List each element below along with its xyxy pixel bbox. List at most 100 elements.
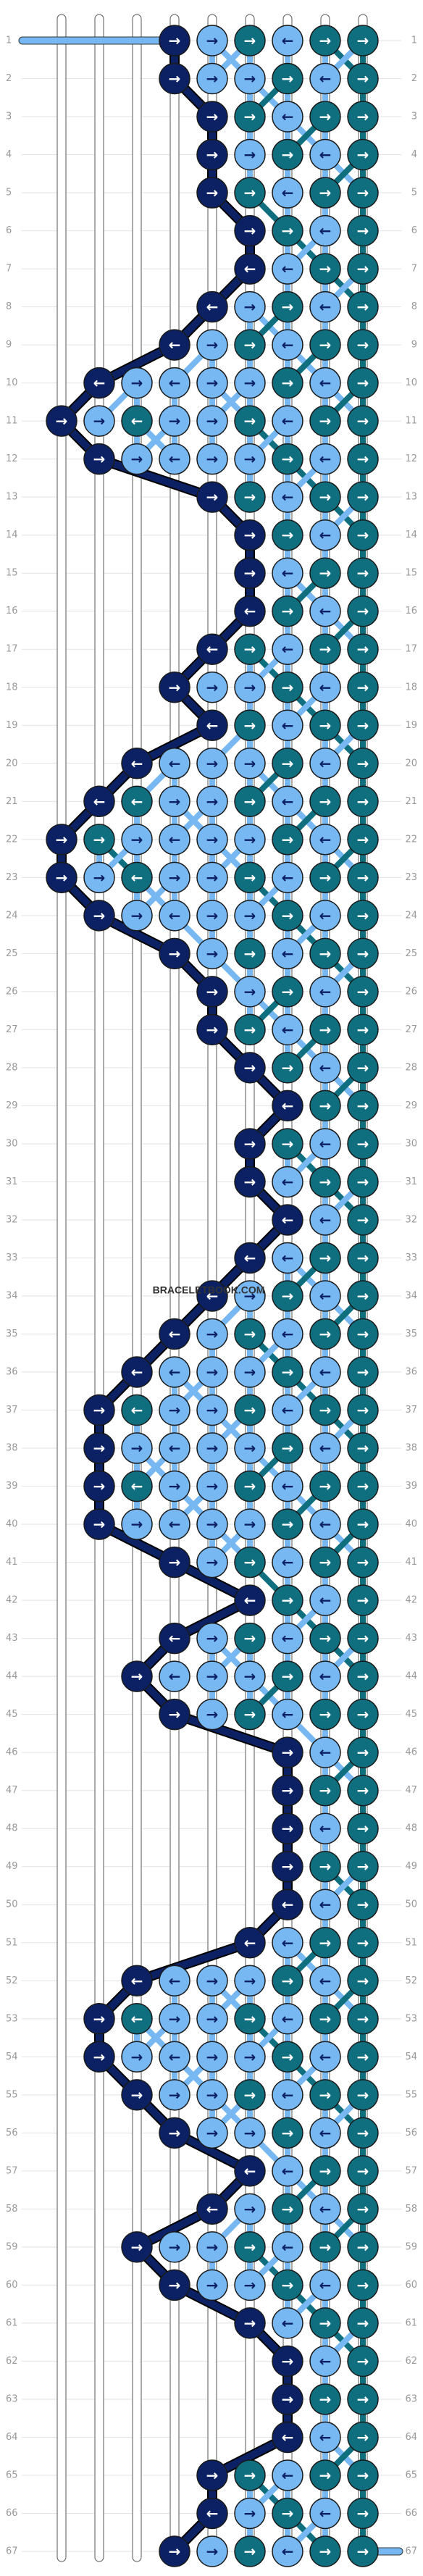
knot bbox=[347, 2345, 379, 2378]
knot-arrow: → bbox=[206, 2543, 219, 2560]
knot-arrow: ← bbox=[206, 640, 219, 658]
knot-arrow: → bbox=[357, 983, 369, 1000]
knot-arrow: → bbox=[319, 260, 332, 277]
knot-arrow: ← bbox=[206, 1287, 219, 1305]
row-label-left: 15 bbox=[6, 568, 18, 579]
thread-main bbox=[96, 455, 216, 501]
knot-arrow: → bbox=[357, 1059, 369, 1076]
knot-arrow: → bbox=[357, 2276, 369, 2293]
knot bbox=[196, 2117, 228, 2149]
row-label-left: 31 bbox=[6, 1176, 18, 1187]
knot bbox=[272, 290, 303, 323]
knot bbox=[347, 177, 379, 209]
knots: → → → ← → → → → → → ← → → → ← → → → → → ← → → → ← → → → → ← → ← ← → → ← → → ← →… bbox=[46, 25, 379, 2567]
knot bbox=[272, 1242, 303, 1274]
knot bbox=[234, 481, 266, 513]
knot-arrow: ← bbox=[282, 1478, 294, 1495]
knot-arrow: → bbox=[131, 1668, 143, 1685]
knot bbox=[196, 633, 228, 665]
knot bbox=[234, 1280, 266, 1312]
knot bbox=[272, 1166, 303, 1198]
knot-arrow: → bbox=[357, 1630, 369, 1647]
knot bbox=[196, 62, 228, 95]
knot-arrow: → bbox=[244, 2467, 256, 2484]
knot bbox=[272, 748, 303, 779]
knot bbox=[309, 367, 341, 399]
knot bbox=[234, 1698, 266, 1731]
knot-arrow: → bbox=[206, 451, 219, 468]
knot bbox=[234, 101, 266, 133]
knot bbox=[234, 25, 266, 57]
knot bbox=[309, 937, 341, 970]
knot-arrow: → bbox=[282, 1439, 294, 1457]
row-label-left: 51 bbox=[6, 1937, 18, 1948]
knot-arrow: ← bbox=[282, 1211, 294, 1229]
knot-arrow: ← bbox=[319, 1211, 332, 1229]
knot bbox=[234, 2307, 266, 2339]
knot bbox=[196, 2497, 228, 2530]
knot-arrow: → bbox=[357, 2391, 369, 2408]
knot-arrow: → bbox=[319, 1554, 332, 1571]
knot-arrow: → bbox=[206, 184, 219, 201]
knot bbox=[159, 329, 190, 361]
row-label-left: 58 bbox=[6, 2204, 18, 2215]
knot bbox=[121, 2079, 153, 2111]
row-label-right: 16 bbox=[405, 606, 417, 616]
knot-arrow: → bbox=[282, 375, 294, 392]
knot-arrow: → bbox=[357, 2010, 369, 2028]
knot bbox=[347, 1965, 379, 1997]
knot bbox=[234, 557, 266, 589]
knot bbox=[272, 2193, 303, 2225]
knot bbox=[347, 937, 379, 970]
knot-arrow: → bbox=[244, 488, 256, 506]
knot bbox=[347, 443, 379, 475]
knot bbox=[196, 1508, 228, 1540]
knot bbox=[272, 481, 303, 513]
knot-arrow: ← bbox=[319, 222, 332, 240]
knot-arrow: ← bbox=[319, 1287, 332, 1305]
knot-arrow: → bbox=[357, 1744, 369, 1761]
row-label-left: 6 bbox=[6, 225, 12, 236]
row-label-left: 18 bbox=[6, 682, 18, 693]
knot-arrow: ← bbox=[282, 336, 294, 354]
row-label-left: 39 bbox=[6, 1481, 18, 1492]
knot bbox=[196, 290, 228, 323]
knot-arrow: → bbox=[206, 755, 219, 772]
knot bbox=[309, 138, 341, 171]
knot bbox=[196, 937, 228, 970]
knot bbox=[121, 1508, 153, 1540]
knot-arrow: → bbox=[244, 564, 256, 582]
knot bbox=[272, 1660, 303, 1692]
knot-arrow: ← bbox=[169, 1363, 181, 1381]
knot-arrow: → bbox=[282, 983, 294, 1000]
knot bbox=[347, 2535, 379, 2567]
knot-arrow: ← bbox=[319, 2504, 332, 2522]
knot-arrow: → bbox=[244, 146, 256, 164]
knot bbox=[196, 2231, 228, 2263]
knot bbox=[309, 1013, 341, 1046]
knot bbox=[159, 1318, 190, 1350]
knot bbox=[159, 2269, 190, 2301]
row-label-left: 54 bbox=[6, 2052, 18, 2062]
row-label-left: 11 bbox=[6, 416, 18, 427]
knot-arrow: → bbox=[319, 640, 332, 658]
row-label-right: 48 bbox=[405, 1823, 417, 1834]
knot-arrow: → bbox=[319, 1478, 332, 1495]
knot-arrow: ← bbox=[319, 1135, 332, 1153]
knot bbox=[159, 443, 190, 475]
knot-arrow: ← bbox=[282, 1896, 294, 1913]
knot bbox=[234, 748, 266, 779]
row-label-right: 25 bbox=[405, 948, 417, 959]
knot-arrow: → bbox=[206, 1326, 219, 1343]
knot bbox=[309, 1736, 341, 1768]
row-label-right: 2 bbox=[411, 73, 417, 84]
knot-arrow: → bbox=[357, 2238, 369, 2256]
knot bbox=[83, 443, 115, 475]
knot-arrow: → bbox=[357, 108, 369, 125]
knot-arrow: → bbox=[282, 2276, 294, 2293]
row-label-right: 67 bbox=[405, 2546, 417, 2557]
knot bbox=[121, 443, 153, 475]
knot bbox=[347, 1584, 379, 1616]
row-label-left: 3 bbox=[6, 112, 12, 122]
